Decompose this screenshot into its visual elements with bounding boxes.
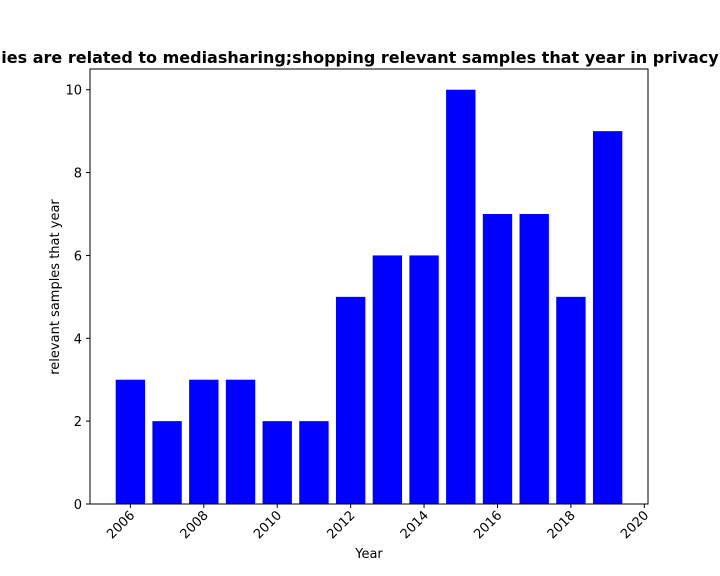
y-tick-label: 0 (74, 498, 82, 513)
bar-2015 (446, 89, 476, 504)
plot-frame (89, 68, 649, 505)
x-tick-label: 2014 (398, 508, 432, 542)
x-tick-label: 2020 (618, 508, 652, 542)
bar-2006 (115, 379, 146, 504)
y-tick-label: 4 (74, 332, 82, 347)
bar-2011 (299, 421, 329, 504)
y-tick-label: 2 (74, 415, 82, 430)
x-tick-label: 2006 (104, 508, 138, 542)
x-tick-label: 2018 (545, 508, 579, 542)
x-tick-label: 2016 (471, 508, 505, 542)
x-tick-label: 2012 (324, 508, 358, 542)
y-tick-label: 10 (65, 84, 82, 99)
bar-2010 (262, 421, 292, 504)
bar-2008 (189, 379, 219, 504)
y-tick-label: 8 (74, 167, 82, 182)
bar-2009 (225, 379, 256, 504)
y-axis-ticks: 0 2 4 6 8 10 (65, 84, 90, 513)
bar-2014 (409, 255, 439, 504)
x-tick-label: 2008 (178, 508, 212, 542)
chart-title: ies are related to mediasharing;shopping… (1, 48, 719, 67)
bars-group (115, 89, 623, 504)
x-tick-label: 2010 (251, 508, 285, 542)
y-tick-label: 6 (74, 249, 82, 264)
plot-area (90, 69, 648, 504)
y-axis-label: relevant samples that year (48, 199, 63, 375)
x-axis-label: Year (354, 547, 383, 562)
bar-2019 (592, 131, 623, 504)
bar-2013 (372, 255, 403, 504)
bar-2018 (556, 296, 586, 504)
axes-group (89, 68, 649, 505)
bar-2012 (335, 296, 366, 504)
bar-2017 (519, 214, 549, 504)
x-axis-ticks: 2006 2008 2010 2012 2014 2016 2018 2020 (104, 504, 652, 542)
bar-2007 (152, 421, 182, 504)
bar-2016 (482, 214, 513, 504)
